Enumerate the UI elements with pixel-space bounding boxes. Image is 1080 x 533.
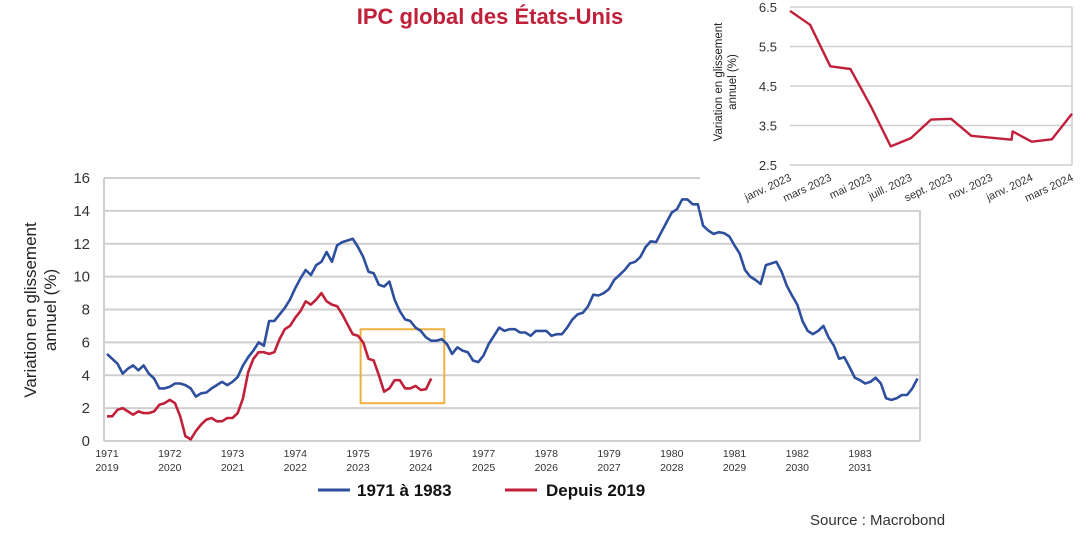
x-tick-label-year-a: 1980 (660, 448, 684, 460)
legend-label-1971-1983: 1971 à 1983 (357, 481, 452, 500)
main-y-title-line1: Variation en glissement (21, 222, 40, 398)
main-x-ticks: 1971 2019 1972 2020 1973 2021 1974 2022 1975 2023… (95, 448, 872, 474)
inset-y-tick-label: 5.5 (759, 40, 777, 55)
inset-y-ticks: 6.5 5.5 4.5 3.5 2.5 (759, 0, 777, 173)
highlight-box (359, 328, 446, 405)
x-tick-label-year-a: 1975 (346, 448, 370, 460)
legend-label-depuis-2019: Depuis 2019 (546, 481, 645, 500)
x-tick-label-year-b: 2027 (597, 462, 621, 474)
y-tick-label: 14 (73, 203, 90, 220)
series-line-blue (106, 198, 919, 402)
x-tick-label-year-a: 1979 (597, 448, 621, 460)
main-gridlines (103, 177, 921, 442)
x-tick-label-year-b: 2020 (158, 462, 182, 474)
x-tick-label-year-b: 2029 (723, 462, 747, 474)
x-tick-label-year-b: 2025 (472, 462, 496, 474)
y-tick-label: 0 (82, 433, 90, 450)
main-y-title-line2: annuel (%) (41, 269, 60, 351)
inset-gridlines (790, 6, 1073, 166)
inset-series-line (789, 9, 1073, 148)
inset-y-tick-label: 6.5 (759, 0, 777, 15)
x-tick-label-year-b: 2031 (848, 462, 872, 474)
y-tick-label: 10 (73, 269, 90, 286)
x-tick-label-year-a: 1977 (472, 448, 496, 460)
y-tick-label: 12 (73, 236, 90, 253)
x-tick-label-year-a: 1971 (95, 448, 119, 460)
x-tick-label-year-b: 2022 (284, 462, 308, 474)
chart-title: IPC global des États-Unis (356, 4, 624, 29)
inset-y-tick-label: 3.5 (759, 119, 777, 134)
inset-background (700, 0, 1080, 210)
legend: 1971 à 1983 Depuis 2019 (318, 481, 645, 500)
source-note: Source : Macrobond (810, 512, 945, 529)
main-series (106, 198, 919, 441)
y-tick-label: 16 (73, 170, 90, 187)
x-tick-label-year-a: 1973 (221, 448, 245, 460)
inset-y-tick-label: 4.5 (759, 79, 777, 94)
x-tick-label-year-a: 1983 (848, 448, 872, 460)
inset-series (789, 9, 1073, 148)
main-y-ticks: 0 2 4 6 8 10 12 14 16 (73, 170, 90, 450)
inset-y-title-line1: Variation en glissement (713, 22, 725, 141)
inset-y-tick-label: 2.5 (759, 158, 777, 173)
x-tick-label-year-a: 1981 (723, 448, 747, 460)
y-tick-label: 8 (82, 302, 90, 319)
x-tick-label-year-b: 2021 (221, 462, 245, 474)
x-tick-label-year-b: 2024 (409, 462, 433, 474)
series-line-red (107, 291, 433, 441)
x-tick-label-year-b: 2026 (535, 462, 559, 474)
x-tick-label-year-a: 1982 (786, 448, 810, 460)
y-tick-label: 6 (82, 334, 90, 351)
x-tick-label-year-a: 1972 (158, 448, 182, 460)
y-tick-label: 4 (82, 367, 90, 384)
x-tick-label-year-b: 2023 (346, 462, 370, 474)
inset-y-title-line2: annuel (%) (727, 54, 739, 110)
x-tick-label-year-b: 2030 (786, 462, 810, 474)
x-tick-label-year-a: 1978 (535, 448, 559, 460)
x-tick-label-year-b: 2028 (660, 462, 684, 474)
x-tick-label-year-a: 1974 (284, 448, 308, 460)
y-tick-label: 2 (82, 400, 90, 417)
x-tick-label-year-b: 2019 (95, 462, 119, 474)
x-tick-label-year-a: 1976 (409, 448, 433, 460)
